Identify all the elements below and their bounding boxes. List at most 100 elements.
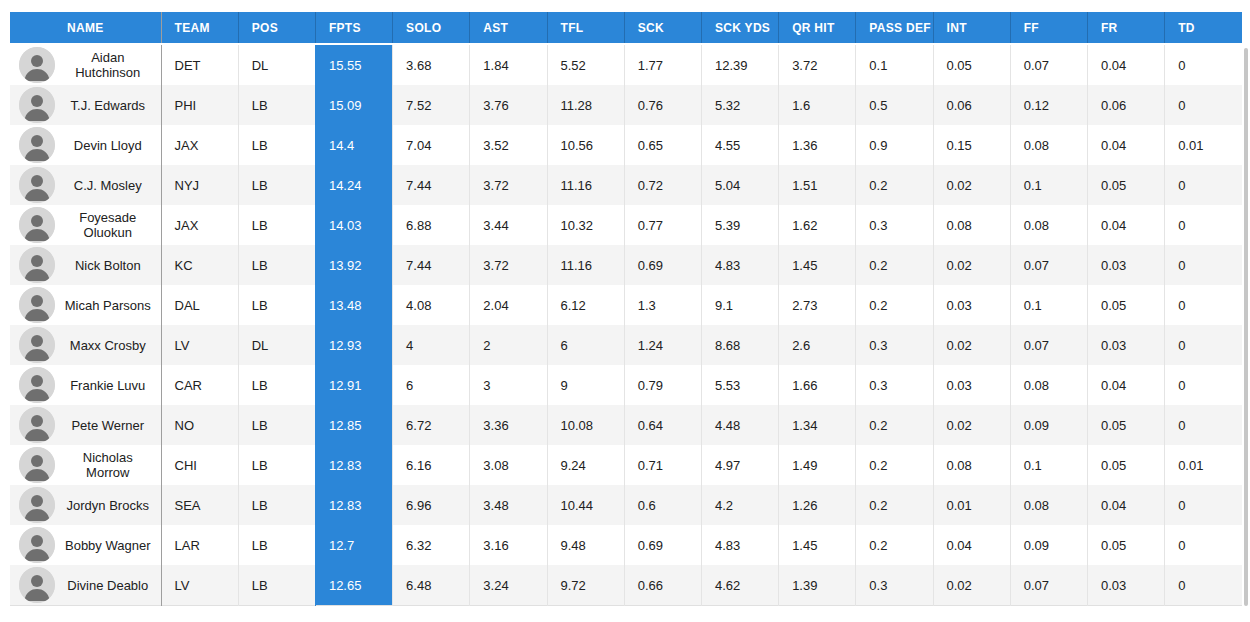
cell-int: 0.08 <box>933 445 1010 485</box>
player-row[interactable]: Maxx Crosby LV DL 12.93 4 2 6 1.24 8.68 … <box>10 325 1242 365</box>
cell-int: 0.08 <box>933 205 1010 245</box>
cell-fpts: 15.55 <box>315 44 392 85</box>
player-row[interactable]: Frankie Luvu CAR LB 12.91 6 3 9 0.79 5.5… <box>10 365 1242 405</box>
cell-sck: 0.6 <box>624 485 701 525</box>
column-header-tfl[interactable]: TFL <box>547 12 624 44</box>
column-header-qr_hit[interactable]: QR HIT <box>779 12 856 44</box>
cell-tfl: 6 <box>547 325 624 365</box>
cell-sck-yds: 4.55 <box>701 125 778 165</box>
player-name: Maxx Crosby <box>60 338 156 353</box>
player-name: Foyesade Oluokun <box>60 210 156 240</box>
cell-team: DAL <box>161 285 238 325</box>
cell-pos: LB <box>238 165 315 205</box>
player-row[interactable]: Jordyn Brocks SEA LB 12.83 6.96 3.48 10.… <box>10 485 1242 525</box>
cell-sck-yds: 4.48 <box>701 405 778 445</box>
cell-fr: 0.06 <box>1087 85 1164 125</box>
cell-solo: 3.68 <box>393 44 470 85</box>
cell-ff: 0.09 <box>1010 525 1087 565</box>
cell-ast: 3.52 <box>470 125 547 165</box>
cell-sck-yds: 8.68 <box>701 325 778 365</box>
column-header-pass_def[interactable]: PASS DEF <box>856 12 933 44</box>
cell-qr-hit: 1.39 <box>779 565 856 606</box>
cell-pos: LB <box>238 365 315 405</box>
player-row[interactable]: Aidan Hutchinson DET DL 15.55 3.68 1.84 … <box>10 44 1242 85</box>
player-avatar-image <box>19 207 55 243</box>
cell-ff: 0.08 <box>1010 365 1087 405</box>
column-header-name[interactable]: NAME <box>10 12 161 44</box>
cell-int: 0.01 <box>933 485 1010 525</box>
cell-tfl: 9.24 <box>547 445 624 485</box>
cell-fpts: 13.92 <box>315 245 392 285</box>
column-header-team[interactable]: TEAM <box>161 12 238 44</box>
cell-team: JAX <box>161 125 238 165</box>
cell-team: PHI <box>161 85 238 125</box>
cell-sck-yds: 5.32 <box>701 85 778 125</box>
player-row[interactable]: C.J. Mosley NYJ LB 14.24 7.44 3.72 11.16… <box>10 165 1242 205</box>
column-header-fpts[interactable]: FPTS <box>315 12 392 44</box>
cell-sck-yds: 4.83 <box>701 245 778 285</box>
cell-int: 0.02 <box>933 165 1010 205</box>
cell-pos: DL <box>238 44 315 85</box>
column-header-ast[interactable]: AST <box>470 12 547 44</box>
cell-ff: 0.08 <box>1010 205 1087 245</box>
player-name: Bobby Wagner <box>60 538 156 553</box>
cell-td: 0 <box>1165 44 1242 85</box>
cell-pass-def: 0.2 <box>856 285 933 325</box>
player-row[interactable]: Devin Lloyd JAX LB 14.4 7.04 3.52 10.56 … <box>10 125 1242 165</box>
player-row[interactable]: Nicholas Morrow CHI LB 12.83 6.16 3.08 9… <box>10 445 1242 485</box>
cell-qr-hit: 1.45 <box>779 525 856 565</box>
cell-sck: 0.77 <box>624 205 701 245</box>
player-row[interactable]: Nick Bolton KC LB 13.92 7.44 3.72 11.16 … <box>10 245 1242 285</box>
cell-name: Divine Deablo <box>10 565 161 606</box>
cell-pos: LB <box>238 485 315 525</box>
player-row[interactable]: Divine Deablo LV LB 12.65 6.48 3.24 9.72… <box>10 565 1242 606</box>
cell-solo: 6.16 <box>393 445 470 485</box>
column-header-sck_yds[interactable]: SCK YDS <box>701 12 778 44</box>
player-stats-table: NAMETEAMPOSFPTSSOLOASTTFLSCKSCK YDSQR HI… <box>10 12 1242 606</box>
column-header-fr[interactable]: FR <box>1087 12 1164 44</box>
player-name: Frankie Luvu <box>60 378 156 393</box>
player-row[interactable]: Foyesade Oluokun JAX LB 14.03 6.88 3.44 … <box>10 205 1242 245</box>
player-avatar-image <box>19 487 55 523</box>
cell-sck: 0.69 <box>624 525 701 565</box>
cell-name: C.J. Mosley <box>10 165 161 205</box>
cell-int: 0.05 <box>933 44 1010 85</box>
cell-fpts: 12.83 <box>315 485 392 525</box>
column-header-td[interactable]: TD <box>1165 12 1242 44</box>
cell-sck-yds: 9.1 <box>701 285 778 325</box>
cell-team: CHI <box>161 445 238 485</box>
player-stats-table-container: NAMETEAMPOSFPTSSOLOASTTFLSCKSCK YDSQR HI… <box>10 12 1242 606</box>
cell-fr: 0.04 <box>1087 205 1164 245</box>
player-row[interactable]: T.J. Edwards PHI LB 15.09 7.52 3.76 11.2… <box>10 85 1242 125</box>
player-name: Jordyn Brocks <box>60 498 156 513</box>
column-header-ff[interactable]: FF <box>1010 12 1087 44</box>
cell-ast: 3.24 <box>470 565 547 606</box>
player-row[interactable]: Micah Parsons DAL LB 13.48 4.08 2.04 6.1… <box>10 285 1242 325</box>
cell-name: Frankie Luvu <box>10 365 161 405</box>
cell-pos: LB <box>238 445 315 485</box>
player-row[interactable]: Bobby Wagner LAR LB 12.7 6.32 3.16 9.48 … <box>10 525 1242 565</box>
vertical-scrollbar[interactable] <box>1244 48 1248 606</box>
cell-fpts: 12.7 <box>315 525 392 565</box>
cell-fpts: 14.4 <box>315 125 392 165</box>
cell-ast: 2 <box>470 325 547 365</box>
cell-pass-def: 0.3 <box>856 205 933 245</box>
cell-pos: LB <box>238 205 315 245</box>
player-avatar-image <box>19 527 55 563</box>
column-header-sck[interactable]: SCK <box>624 12 701 44</box>
cell-sck-yds: 12.39 <box>701 44 778 85</box>
column-header-pos[interactable]: POS <box>238 12 315 44</box>
cell-sck-yds: 4.97 <box>701 445 778 485</box>
cell-pass-def: 0.2 <box>856 445 933 485</box>
cell-pos: LB <box>238 125 315 165</box>
cell-ast: 1.84 <box>470 44 547 85</box>
column-header-int[interactable]: INT <box>933 12 1010 44</box>
cell-pos: LB <box>238 85 315 125</box>
column-header-solo[interactable]: SOLO <box>393 12 470 44</box>
cell-ast: 3.08 <box>470 445 547 485</box>
cell-td: 0 <box>1165 85 1242 125</box>
player-row[interactable]: Pete Werner NO LB 12.85 6.72 3.36 10.08 … <box>10 405 1242 445</box>
cell-solo: 6 <box>393 365 470 405</box>
cell-ff: 0.07 <box>1010 325 1087 365</box>
player-avatar-image <box>19 327 55 363</box>
